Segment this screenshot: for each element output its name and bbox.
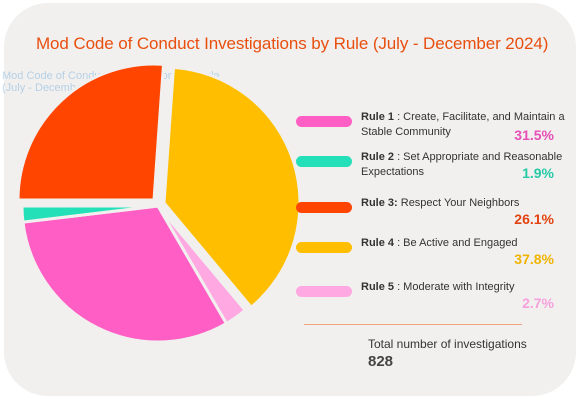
pie-slice-rule3 xyxy=(16,62,166,202)
legend-rule-description: : Be Active and Engaged xyxy=(394,237,518,249)
legend-swatch xyxy=(296,202,352,213)
pie-slice-rule4 xyxy=(162,65,302,310)
legend-swatch xyxy=(296,242,352,253)
legend-item-rule4: Rule 4 : Be Active and Engaged 37.8% xyxy=(296,236,566,276)
legend-label: Rule 3: Respect Your Neighbors xyxy=(361,196,566,211)
legend-rule-description: Respect Your Neighbors xyxy=(397,197,520,209)
legend-item-rule5: Rule 5 : Moderate with Integrity 2.7% xyxy=(296,280,566,320)
chart-title: Mod Code of Conduct Investigations by Ru… xyxy=(36,34,549,53)
legend-percent: 26.1% xyxy=(514,211,554,227)
legend-label: Rule 1 : Create, Facilitate, and Maintai… xyxy=(361,110,566,140)
legend-label: Rule 2 : Set Appropriate and Reasonable … xyxy=(361,150,566,180)
legend-item-rule2: Rule 2 : Set Appropriate and Reasonable … xyxy=(296,150,566,190)
pie-slice-rule1 xyxy=(21,204,229,344)
legend-percent: 37.8% xyxy=(514,251,554,267)
legend-swatch xyxy=(296,116,352,127)
legend-rule-description: : Moderate with Integrity xyxy=(394,281,515,293)
total-label: Total number of investigations xyxy=(368,337,527,351)
legend-percent: 2.7% xyxy=(522,295,554,311)
legend-swatch xyxy=(296,156,352,167)
legend-rule-name: Rule 3: xyxy=(361,197,398,209)
legend-rule-name: Rule 2 xyxy=(361,151,395,163)
pie-slice-rule2 xyxy=(20,204,159,224)
legend-label: Rule 4 : Be Active and Engaged xyxy=(361,236,566,251)
legend-rule-name: Rule 4 xyxy=(361,237,395,249)
legend-label: Rule 5 : Moderate with Integrity xyxy=(361,280,566,295)
total-value: 828 xyxy=(368,353,394,370)
legend-rule-name: Rule 1 xyxy=(361,111,395,123)
legend-percent: 1.9% xyxy=(522,165,554,181)
legend-item-rule3: Rule 3: Respect Your Neighbors 26.1% xyxy=(296,196,566,236)
legend-swatch xyxy=(296,286,352,297)
legend-item-rule1: Rule 1 : Create, Facilitate, and Maintai… xyxy=(296,110,566,150)
legend-percent: 31.5% xyxy=(514,127,554,143)
legend-rule-description: : Create, Facilitate, and Maintain a Sta… xyxy=(361,111,565,138)
legend-rule-description: : Set Appropriate and Reasonable Expecta… xyxy=(361,151,563,178)
legend-rule-name: Rule 5 xyxy=(361,281,395,293)
divider xyxy=(304,324,522,325)
